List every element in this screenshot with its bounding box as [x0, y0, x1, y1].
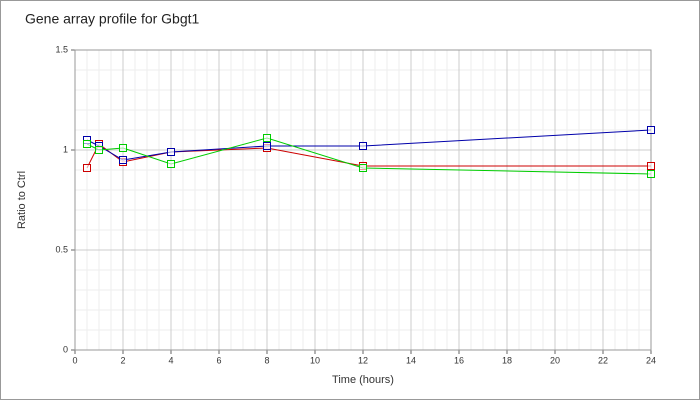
point-marker	[119, 156, 127, 164]
point-marker	[359, 164, 367, 172]
x-tick-label: 10	[310, 355, 320, 365]
point-marker	[83, 164, 91, 172]
chart-title: Gene array profile for Gbgt1	[25, 11, 200, 27]
point-marker	[95, 146, 103, 154]
x-tick-label: 8	[264, 355, 269, 365]
point-marker	[83, 140, 91, 148]
point-marker	[647, 162, 655, 170]
point-marker	[263, 142, 271, 150]
x-tick-label: 12	[358, 355, 368, 365]
point-marker	[647, 170, 655, 178]
x-tick-label: 20	[550, 355, 560, 365]
y-tick-label: 1.5	[55, 44, 68, 54]
point-marker	[167, 148, 175, 156]
y-tick-label: 0.5	[55, 244, 68, 254]
x-axis-label: Time (hours)	[332, 374, 394, 386]
y-axis-label: Ratio to Ctrl	[16, 171, 28, 229]
x-tick-label: 22	[598, 355, 608, 365]
point-marker	[119, 144, 127, 152]
x-tick-label: 2	[120, 355, 125, 365]
point-marker	[167, 160, 175, 168]
x-tick-label: 6	[216, 355, 221, 365]
x-tick-label: 4	[168, 355, 173, 365]
x-tick-label: 0	[72, 355, 77, 365]
point-marker	[263, 134, 271, 142]
plot-border	[74, 49, 652, 351]
point-marker	[359, 142, 367, 150]
point-marker	[647, 126, 655, 134]
x-tick-label: 18	[502, 355, 512, 365]
x-tick-label: 14	[406, 355, 416, 365]
y-tick-label: 1	[63, 144, 68, 154]
y-tick-label: 0	[63, 344, 68, 354]
x-tick-label: 24	[646, 355, 656, 365]
x-tick-label: 16	[454, 355, 464, 365]
